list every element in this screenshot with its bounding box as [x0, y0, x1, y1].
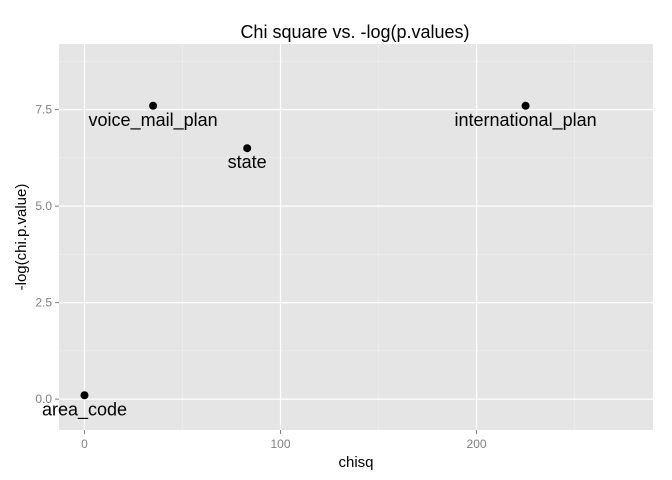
y-tick-label: 7.5 [35, 103, 52, 117]
point-international-plan [521, 101, 530, 110]
x-axis-title: chisq [338, 454, 373, 471]
point-state [243, 144, 252, 153]
point-label-international-plan: international_plan [455, 110, 597, 131]
x-tick-label: 200 [467, 437, 487, 451]
x-axis-ticks: 0 100 200 [81, 430, 487, 451]
point-label-area-code: area_code [42, 399, 127, 420]
point-label-voice-mail-plan: voice_mail_plan [89, 110, 218, 131]
minor-gridlines [59, 44, 653, 430]
x-tick-label: 100 [271, 437, 291, 451]
y-tick-label: 2.5 [35, 296, 52, 310]
y-axis-ticks: 0.0 2.5 5.0 7.5 [35, 103, 59, 406]
major-gridlines [59, 44, 653, 430]
data-points [80, 101, 530, 400]
point-label-state: state [228, 152, 267, 172]
y-tick-label: 0.0 [35, 392, 52, 406]
x-tick-label: 0 [81, 437, 88, 451]
point-area-code [80, 391, 89, 400]
plot-panel [59, 44, 653, 430]
y-axis-title: -log(chi.p.value) [13, 184, 30, 291]
y-tick-label: 5.0 [35, 199, 52, 213]
chart-title: Chi square vs. -log(p.values) [240, 22, 469, 42]
point-voice-mail-plan [149, 101, 158, 110]
